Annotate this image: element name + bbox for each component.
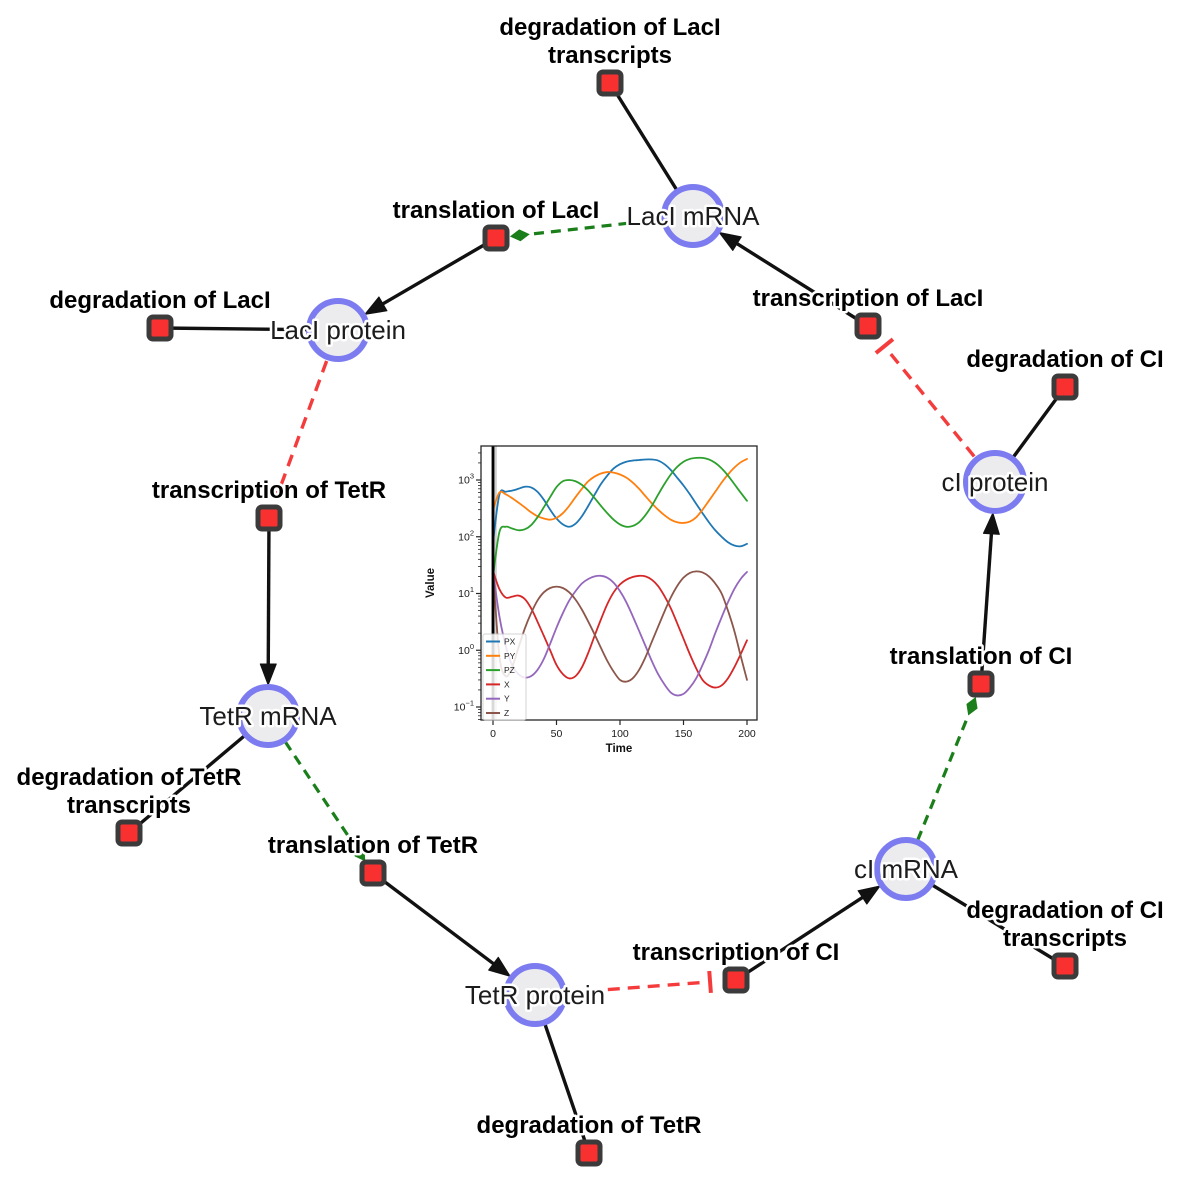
reaction-label-deg-ci: degradation of CI [966,346,1163,373]
plot-spines [480,445,758,721]
edge-laci-protein-transcription-tetr [266,360,329,500]
reaction-label-transcription-ci: transcription of CI [633,939,840,966]
reaction-node-deg-ci[interactable] [1051,373,1079,401]
reaction-node-deg-tetr-tx[interactable] [115,819,143,847]
y-tick-label: 101 [458,585,474,600]
reaction-label-deg-laci-tx: degradation of LacI [499,14,720,41]
species-node-tetr-protein[interactable] [503,963,567,1027]
reaction-node-transcription-laci[interactable] [854,312,882,340]
legend-label: PX [504,637,516,647]
series-line-X [492,570,748,689]
species-node-ci-protein[interactable] [963,450,1027,514]
reaction-label-transcription-tetr: transcription of TetR [152,477,386,504]
species-node-ci-mrna[interactable] [874,837,938,901]
legend-label: PY [504,651,516,661]
edge-translation-ci-ci-protein [979,512,1000,685]
legend-label: PZ [504,665,515,675]
reaction-label-deg-laci-tx: transcripts [548,42,672,69]
y-tick-label: 102 [458,528,474,543]
y-tick-label: 10−1 [454,699,474,714]
reaction-node-deg-tetr[interactable] [575,1139,603,1167]
edge-tetr-mrna-translation-tetr [283,740,366,862]
reaction-label-deg-ci-tx: transcripts [1003,925,1127,952]
reaction-label-translation-ci: translation of CI [890,643,1073,670]
species-label-laci-protein: LacI protein [270,315,406,345]
axis-ticks: 103 102 101 100 10−1 0 50 100 150 200 [454,452,756,740]
series-line-PX [492,458,748,548]
legend-label: Y [504,694,510,704]
species-node-laci-protein[interactable] [306,298,370,362]
reaction-label-deg-laci: degradation of LacI [49,287,270,314]
edge-transcription-laci-laci-mrna [718,231,869,328]
reaction-label-deg-tetr: degradation of TetR [477,1112,702,1139]
edge-translation-laci-laci-protein [364,236,497,315]
species-node-laci-mrna[interactable] [661,184,725,248]
species-label-tetr-protein: TetR protein [465,980,605,1010]
nodes-layer [115,69,1079,1167]
series-line-Z [492,570,748,683]
series-line-PY [492,458,748,524]
legend-label: Z [504,708,509,718]
reaction-node-deg-laci-tx[interactable] [596,69,624,97]
reaction-label-deg-tetr-tx: transcripts [67,792,191,819]
reaction-node-translation-tetr[interactable] [359,859,387,887]
x-tick-label: 200 [738,728,756,740]
reaction-label-deg-ci-tx: degradation of CI [966,897,1163,924]
edge-ci-protein-transcription-laci [874,337,976,458]
species-label-ci-protein: cI protein [942,467,1049,497]
x-tick-label: 50 [551,728,563,740]
reaction-label-translation-tetr: translation of TetR [268,832,478,859]
edges-layer [127,82,1067,1154]
reaction-node-translation-laci[interactable] [482,224,510,252]
edge-translation-tetr-tetr-protein [371,871,511,977]
edge-ci-mrna-translation-ci [916,696,978,841]
x-axis-label: Time [606,743,633,755]
reaction-node-transcription-ci[interactable] [722,966,750,994]
series-line-Y [492,570,748,697]
species-label-tetr-mrna: TetR mRNA [199,701,337,731]
y-axis-label: Value [425,568,437,598]
reaction-node-deg-laci[interactable] [146,314,174,342]
reaction-node-transcription-tetr[interactable] [255,504,283,532]
edge-laci-mrna-translation-laci [509,217,663,242]
edge-transcription-ci-ci-mrna [735,885,881,982]
species-label-laci-mrna: LacI mRNA [627,201,761,231]
series-line-PZ [492,456,748,578]
inset-figure-background [420,428,770,762]
x-tick-label: 0 [490,728,496,740]
reaction-label-transcription-laci: transcription of LacI [753,285,984,312]
y-tick-label: 100 [458,642,474,657]
y-tick-label: 103 [458,472,474,487]
edge-transcription-tetr-tetr-mrna [259,517,277,686]
reaction-label-translation-laci: translation of LacI [393,197,600,224]
legend-label: X [504,679,510,689]
reaction-node-deg-ci-tx[interactable] [1051,952,1079,980]
reaction-label-deg-tetr-tx: degradation of TetR [17,764,242,791]
labels-layer: LacI mRNA LacI protein TetR mRNA TetR prote… [14,12,1166,1142]
species-label-ci-mrna: cI mRNA [854,854,959,884]
chart-legend: PX PY PZ XYZ [482,633,527,721]
reaction-node-translation-ci[interactable] [967,670,995,698]
species-node-tetr-mrna[interactable] [236,684,300,748]
x-tick-label: 150 [675,728,693,740]
x-tick-label: 100 [611,728,629,740]
edge-tetr-protein-transcription-ci [567,970,713,995]
